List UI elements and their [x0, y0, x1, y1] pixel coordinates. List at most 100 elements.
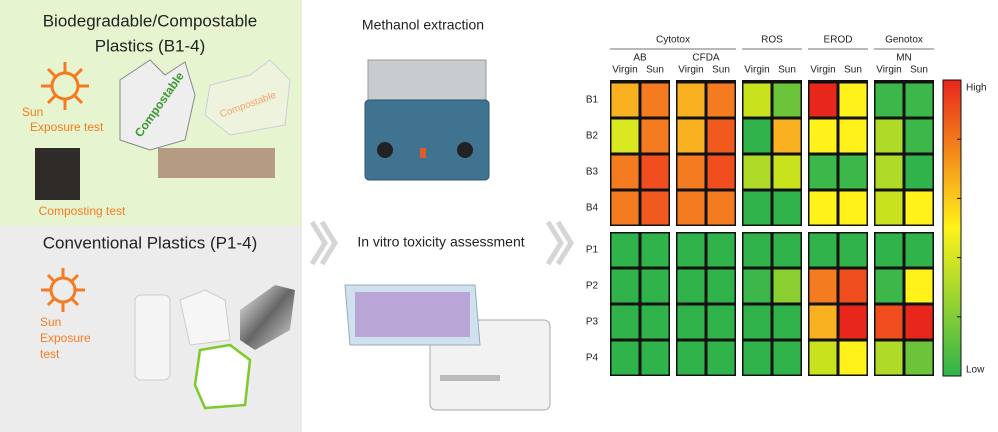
condition-label: Sun — [910, 65, 928, 76]
row-label: B3 — [586, 167, 599, 178]
assay-label: AB — [633, 53, 647, 64]
cell — [876, 192, 903, 225]
condition-label: Virgin — [744, 65, 769, 76]
cell — [708, 120, 735, 153]
sun-label: Exposure test — [30, 120, 104, 134]
group-label: EROD — [824, 35, 853, 46]
cell — [876, 234, 903, 267]
cell — [612, 84, 639, 117]
bottle — [135, 295, 170, 380]
cell — [840, 84, 867, 117]
cell — [810, 234, 837, 267]
cell — [876, 156, 903, 189]
group-label: Genotox — [885, 35, 923, 46]
cell — [906, 84, 933, 117]
cell — [774, 234, 801, 267]
group-label: ROS — [761, 35, 783, 46]
cell — [906, 306, 933, 339]
cell — [840, 192, 867, 225]
group-label: Cytotox — [656, 35, 690, 46]
cell — [612, 234, 639, 267]
cell — [774, 342, 801, 375]
cell — [744, 342, 771, 375]
sample-photo — [158, 148, 275, 178]
cell — [678, 234, 705, 267]
bio-title: Biodegradable/Compostable — [43, 11, 258, 30]
cell — [810, 270, 837, 303]
scale-low: Low — [966, 365, 985, 376]
cell — [708, 234, 735, 267]
cell — [840, 156, 867, 189]
cell — [642, 306, 669, 339]
cell — [810, 120, 837, 153]
cell — [678, 306, 705, 339]
compost-photo — [35, 148, 80, 200]
cell — [708, 156, 735, 189]
bio-title: Plastics (B1-4) — [95, 36, 206, 55]
condition-label: Virgin — [678, 65, 703, 76]
cell — [642, 270, 669, 303]
cell — [906, 234, 933, 267]
composting-label: Composting test — [39, 204, 126, 218]
cell — [744, 234, 771, 267]
cell — [906, 342, 933, 375]
assay-label: MN — [896, 53, 912, 64]
cell — [774, 84, 801, 117]
sun-label: Exposure — [40, 331, 91, 345]
plate-reader — [345, 285, 550, 410]
cell — [708, 270, 735, 303]
cell — [678, 192, 705, 225]
heatmap: CytotoxROSERODGenotoxABCFDAMNVirginSunVi… — [586, 35, 987, 376]
row-label: P1 — [586, 245, 599, 256]
cell — [642, 192, 669, 225]
sun-label: Sun — [22, 105, 43, 119]
cell — [642, 156, 669, 189]
condition-label: Virgin — [810, 65, 835, 76]
cell — [810, 156, 837, 189]
cell — [876, 120, 903, 153]
bag — [195, 345, 250, 408]
row-label: B4 — [586, 203, 599, 214]
cell — [906, 120, 933, 153]
cell — [876, 306, 903, 339]
graphical-abstract: Biodegradable/Compostable Plastics (B1-4… — [0, 0, 998, 432]
cell — [774, 270, 801, 303]
cell — [774, 156, 801, 189]
cell — [612, 156, 639, 189]
condition-label: Sun — [778, 65, 796, 76]
cell — [642, 120, 669, 153]
cell — [810, 342, 837, 375]
cell — [840, 342, 867, 375]
condition-label: Virgin — [876, 65, 901, 76]
assay-label: CFDA — [692, 53, 720, 64]
cell — [612, 192, 639, 225]
cell — [774, 192, 801, 225]
cell — [876, 84, 903, 117]
condition-label: Sun — [712, 65, 730, 76]
condition-label: Virgin — [612, 65, 637, 76]
cell — [612, 270, 639, 303]
cell — [744, 192, 771, 225]
extraction-label: Methanol extraction — [362, 17, 484, 33]
cell — [744, 306, 771, 339]
cell — [642, 342, 669, 375]
cell — [678, 120, 705, 153]
conv-title: Conventional Plastics (P1-4) — [43, 233, 257, 252]
cell — [906, 270, 933, 303]
cell — [840, 270, 867, 303]
row-label: P3 — [586, 317, 599, 328]
row-label: B1 — [586, 95, 599, 106]
cell — [774, 306, 801, 339]
scale-high: High — [966, 83, 987, 94]
cell — [774, 120, 801, 153]
cell — [744, 156, 771, 189]
cell — [612, 342, 639, 375]
colorbar — [943, 80, 961, 376]
cell — [642, 84, 669, 117]
cell — [612, 306, 639, 339]
row-label: P4 — [586, 353, 599, 364]
cell — [840, 120, 867, 153]
sun-label: test — [40, 347, 60, 361]
condition-label: Sun — [844, 65, 862, 76]
cell — [744, 84, 771, 117]
